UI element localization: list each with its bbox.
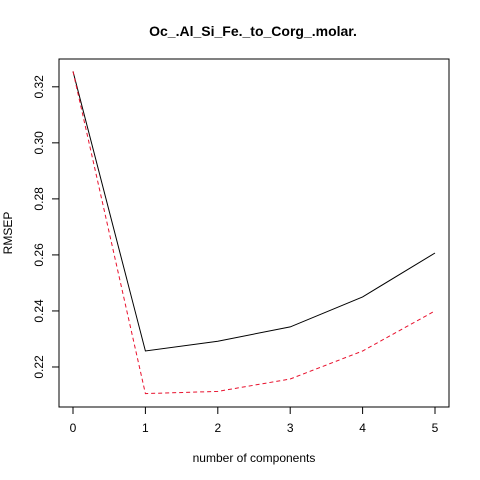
series-line-2 [72,71,436,395]
x-tick-label: 0 [70,421,77,435]
y-axis-label: RMSEP [1,212,15,255]
y-tick-label: 0.26 [32,243,46,267]
x-tick-label: 3 [287,421,294,435]
x-axis: 0 1 2 3 4 5 [70,407,439,435]
x-tick-label: 2 [214,421,221,435]
y-tick-label: 0.24 [32,299,46,323]
y-tick-label: 0.22 [32,355,46,379]
x-tick-label: 4 [359,421,366,435]
y-tick-label: 0.32 [32,75,46,99]
x-tick-label: 5 [432,421,439,435]
y-axis: 0.22 0.24 0.26 0.28 0.30 0.32 [32,75,59,379]
series-layer [72,71,436,395]
chart-title: Oc_.Al_Si_Fe._to_Corg_.molar. [149,23,357,39]
x-tick-label: 1 [142,421,149,435]
y-tick-label: 0.28 [32,187,46,211]
series-line-1 [72,71,436,352]
x-axis-label: number of components [193,451,316,465]
y-tick-label: 0.30 [32,131,46,155]
plot-frame [58,58,450,408]
